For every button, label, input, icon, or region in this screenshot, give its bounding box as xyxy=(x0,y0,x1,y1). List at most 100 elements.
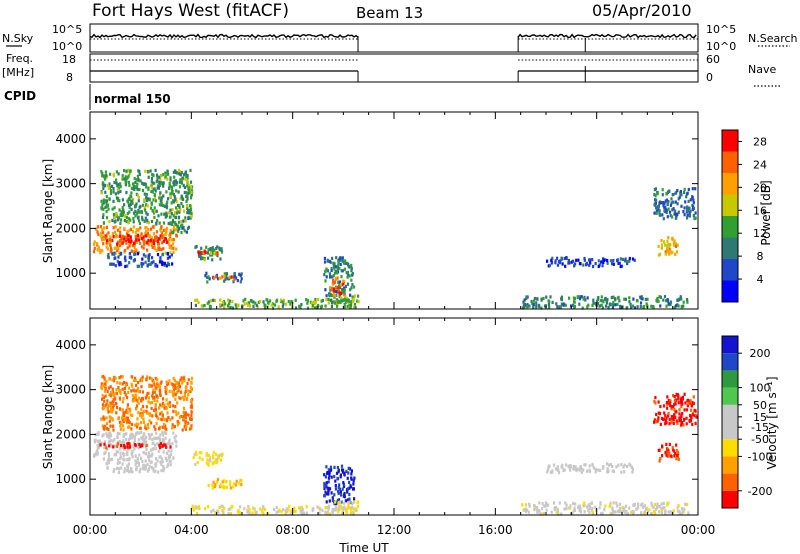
range-cell xyxy=(660,201,663,205)
range-cell xyxy=(239,274,242,278)
range-cell xyxy=(334,500,337,504)
range-cell xyxy=(114,225,117,229)
range-cell xyxy=(659,295,662,299)
range-cell xyxy=(180,224,183,228)
range-cell xyxy=(559,306,562,310)
range-cell xyxy=(584,298,587,302)
range-cell xyxy=(165,391,168,396)
range-cell xyxy=(154,407,157,411)
range-cell xyxy=(165,419,168,423)
range-cell xyxy=(209,247,212,251)
range-cell xyxy=(205,245,208,249)
range-cell xyxy=(135,383,138,387)
range-cell xyxy=(342,481,345,485)
range-cell xyxy=(550,260,554,264)
range-cell xyxy=(150,241,153,245)
range-cell xyxy=(653,511,657,515)
range-cell xyxy=(104,170,107,174)
range-cell xyxy=(180,390,183,394)
range-cell xyxy=(172,227,175,231)
range-cell xyxy=(561,262,564,266)
range-cell xyxy=(153,395,156,400)
range-cell xyxy=(676,303,679,307)
range-cell xyxy=(178,415,181,419)
range-cell xyxy=(606,259,609,263)
range-cell xyxy=(215,457,219,462)
range-cell xyxy=(106,232,109,236)
range-cell xyxy=(168,242,171,246)
range-cell xyxy=(118,199,121,203)
range-cell xyxy=(229,507,232,511)
range-cell xyxy=(340,506,344,510)
range-cell xyxy=(656,506,659,510)
range-cell xyxy=(147,396,150,400)
range-cell xyxy=(583,503,586,508)
range-cell xyxy=(147,258,150,262)
range-cell xyxy=(152,240,155,244)
range-cell xyxy=(137,238,140,242)
range-cell xyxy=(650,304,653,308)
range-cell xyxy=(612,262,615,266)
range-cell xyxy=(672,509,675,513)
range-cell xyxy=(190,380,193,384)
range-cell xyxy=(109,394,112,398)
range-cell xyxy=(329,288,332,292)
range-cell xyxy=(691,195,694,200)
range-cell xyxy=(161,441,164,445)
range-cell xyxy=(252,300,255,304)
range-cell xyxy=(149,460,152,464)
range-cell xyxy=(109,434,113,438)
range-cell xyxy=(336,290,339,294)
range-cell xyxy=(136,216,140,220)
range-cell xyxy=(126,396,129,400)
range-cell xyxy=(119,441,122,445)
range-cell xyxy=(105,245,108,249)
range-cell xyxy=(122,435,125,439)
range-cell xyxy=(122,210,125,214)
range-cell xyxy=(96,230,99,234)
range-cell xyxy=(134,204,137,208)
range-cell xyxy=(612,501,615,505)
range-cell xyxy=(141,404,145,408)
range-cell xyxy=(664,451,667,455)
range-cell xyxy=(211,486,214,490)
range-cell xyxy=(343,305,346,309)
range-cell xyxy=(199,257,203,261)
range-cell xyxy=(125,176,128,180)
range-cell xyxy=(138,235,141,239)
range-cell xyxy=(197,253,200,257)
range-cell xyxy=(134,230,137,235)
range-cell xyxy=(134,393,137,397)
range-cell xyxy=(106,407,109,411)
range-cell xyxy=(126,405,129,409)
range-cell xyxy=(93,452,96,457)
range-cell xyxy=(578,468,581,472)
range-cell xyxy=(596,297,599,301)
range-cell xyxy=(607,306,610,310)
range-cell xyxy=(579,510,582,514)
range-cell xyxy=(662,404,666,408)
range-cell xyxy=(218,506,221,510)
range-cell xyxy=(190,424,193,428)
range-cell xyxy=(192,508,195,512)
nave-tick-bottom: 0 xyxy=(706,71,713,84)
range-cell xyxy=(320,304,323,308)
range-cell xyxy=(156,264,159,268)
range-cell xyxy=(524,507,527,511)
range-cell xyxy=(624,257,627,261)
range-cell xyxy=(169,195,172,199)
range-cell xyxy=(337,263,340,267)
range-cell xyxy=(228,483,232,487)
range-cell xyxy=(145,409,148,413)
range-cell xyxy=(686,216,689,220)
range-cell xyxy=(156,178,159,182)
range-cell xyxy=(574,262,577,266)
range-cell xyxy=(645,302,648,306)
range-cell xyxy=(122,234,125,238)
range-cell xyxy=(184,219,187,223)
range-cell xyxy=(139,234,142,238)
range-cell xyxy=(197,300,200,304)
range-cell xyxy=(138,396,141,400)
